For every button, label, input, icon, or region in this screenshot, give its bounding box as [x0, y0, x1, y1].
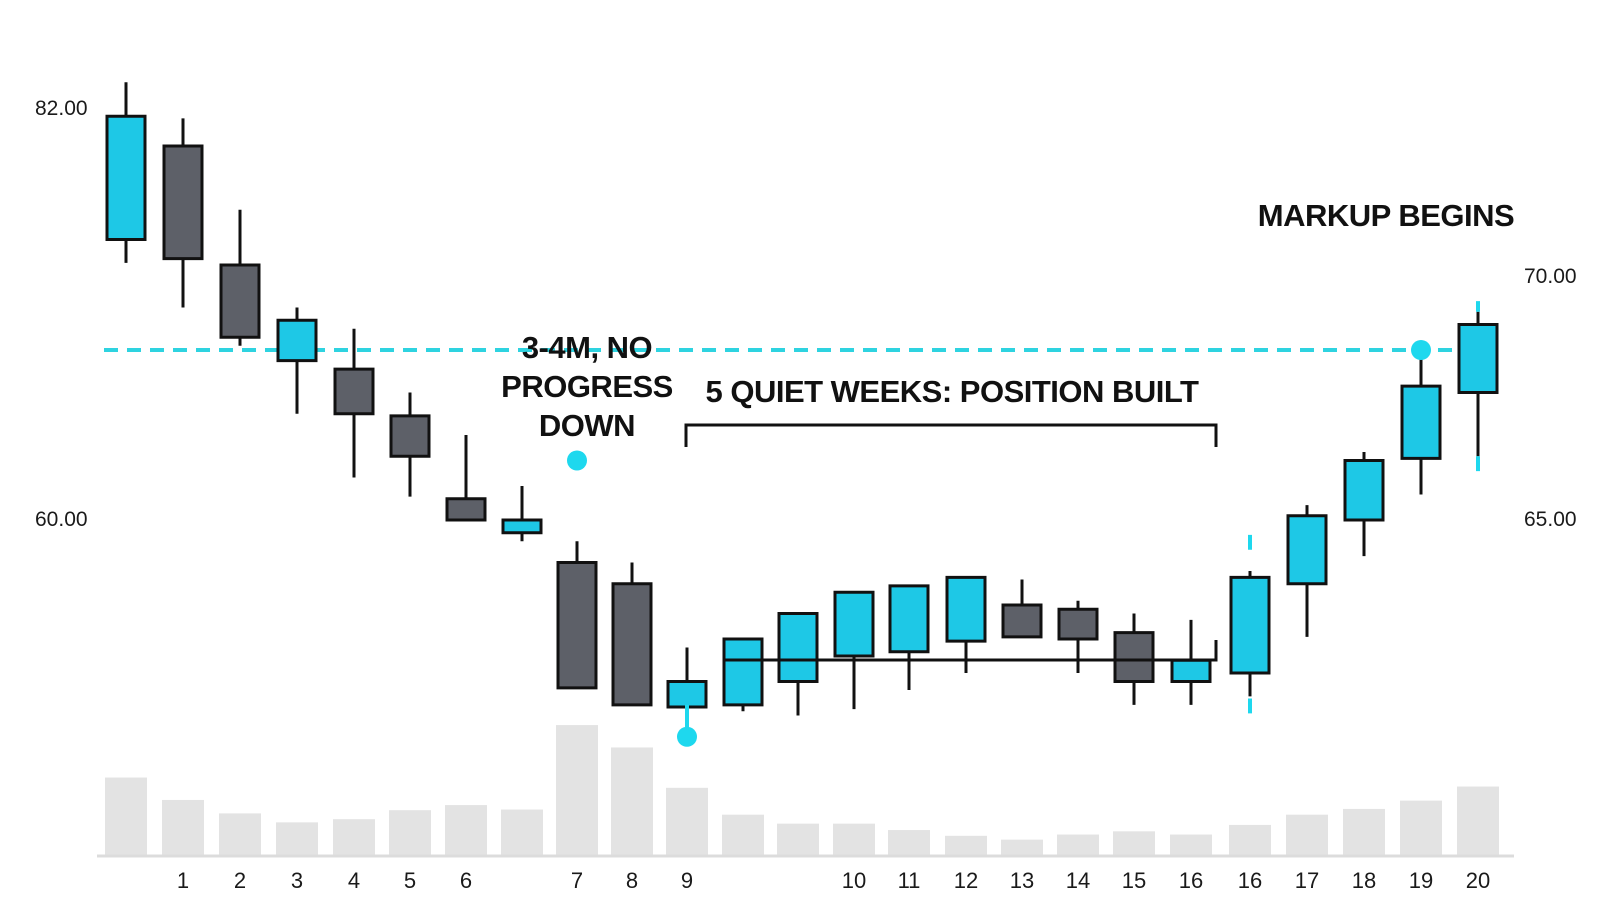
candle-up — [777, 612, 819, 683]
x-tick-label: 16 — [1179, 868, 1203, 893]
x-tick-label: 17 — [1295, 868, 1319, 893]
volume-bar — [1170, 834, 1212, 855]
signal-marker — [567, 450, 587, 471]
volume-bar — [389, 810, 431, 855]
annotation-no-progress-line1: 3-4M, NO — [522, 330, 652, 365]
candle-down — [1057, 607, 1099, 641]
x-tick-label: 5 — [404, 868, 416, 893]
x-tick-label: 2 — [234, 868, 246, 893]
bracket-top — [684, 423, 1218, 447]
candle-up — [945, 575, 987, 643]
candle-up — [105, 114, 147, 241]
candle-down — [219, 263, 261, 339]
signal-marker — [677, 726, 697, 747]
volume-bar — [833, 823, 875, 855]
x-tick-labels: 1 2 3 4 5 6 7 8 9 10 11 12 13 14 15 16 16 17 18 19 20 — [177, 868, 1490, 893]
volume-bar — [611, 747, 653, 855]
x-tick-label: 3 — [291, 868, 303, 893]
y-label-left-top: 82.00 — [35, 97, 88, 120]
volume-bar — [445, 805, 487, 855]
bracket-bottom — [722, 640, 1218, 662]
x-tick-label: 8 — [626, 868, 638, 893]
signal-marker — [1411, 340, 1431, 360]
candle-up — [722, 637, 764, 707]
candle-up — [1343, 459, 1385, 522]
markers — [567, 301, 1480, 747]
volume-bar — [1343, 808, 1385, 855]
x-tick-label: 18 — [1352, 868, 1376, 893]
volume-bar — [666, 787, 708, 855]
y-label-left-bottom: 60.00 — [35, 508, 88, 531]
x-tick-label: 19 — [1409, 868, 1433, 893]
volume-bar — [777, 823, 819, 855]
volume-bar — [1229, 824, 1271, 855]
candle-up — [501, 518, 543, 535]
x-tick-label: 20 — [1466, 868, 1490, 893]
annotation-no-progress-line2: PROGRESS — [501, 369, 673, 404]
x-tick-label: 1 — [177, 868, 189, 893]
annotation-markup-begins: MARKUP BEGINS — [1258, 198, 1514, 233]
candle-up — [1400, 384, 1442, 460]
volume-bar — [722, 814, 764, 855]
candle-down — [1001, 603, 1043, 639]
candle-down — [556, 561, 598, 690]
x-tick-label: 11 — [898, 868, 921, 893]
candle-down — [445, 497, 487, 522]
x-tick-label: 15 — [1122, 868, 1146, 893]
y-label-right-bottom: 65.00 — [1524, 508, 1577, 531]
x-tick-label: 10 — [842, 868, 866, 893]
volume-bar — [219, 813, 261, 855]
candle-up — [276, 318, 318, 363]
volume-bar — [276, 822, 318, 855]
candle-down — [162, 144, 204, 261]
volume-bar — [333, 819, 375, 855]
volume-bar — [105, 777, 147, 855]
x-tick-label: 16 — [1238, 868, 1262, 893]
candle-up — [1286, 514, 1328, 586]
x-tick-label: 6 — [460, 868, 472, 893]
volume-bar — [1457, 786, 1499, 855]
x-tick-label: 4 — [348, 868, 360, 893]
volume-bar — [501, 809, 543, 855]
candle-up — [888, 584, 930, 654]
candle-up — [1457, 323, 1499, 394]
volume-bars — [105, 725, 1499, 855]
candle-up — [1229, 575, 1271, 675]
volume-bar — [1400, 800, 1442, 855]
x-tick-label: 7 — [571, 868, 583, 893]
volume-bar — [162, 799, 204, 855]
volume-bar — [1286, 814, 1328, 855]
x-tick-label: 13 — [1010, 868, 1034, 893]
candle-up — [833, 590, 875, 658]
candle-down — [333, 367, 375, 416]
volume-bar — [1001, 839, 1043, 855]
candle-up — [1170, 658, 1212, 683]
volume-bar — [888, 830, 930, 855]
volume-bar — [1057, 834, 1099, 855]
x-tick-label: 14 — [1066, 868, 1090, 893]
candles — [105, 82, 1499, 716]
annotation-no-progress-line3: DOWN — [539, 408, 635, 443]
candle-down — [611, 582, 653, 707]
y-label-right-top: 70.00 — [1524, 265, 1577, 288]
candle-up — [666, 680, 708, 709]
candle-down — [389, 414, 431, 458]
volume-bar — [945, 835, 987, 855]
x-tick-label: 9 — [681, 868, 693, 893]
volume-bar — [1113, 831, 1155, 855]
annotation-quiet-weeks: 5 QUIET WEEKS: POSITION BUILT — [705, 374, 1199, 409]
x-tick-label: 12 — [954, 868, 978, 893]
candle-down — [1113, 631, 1155, 683]
volume-bar — [556, 725, 598, 855]
